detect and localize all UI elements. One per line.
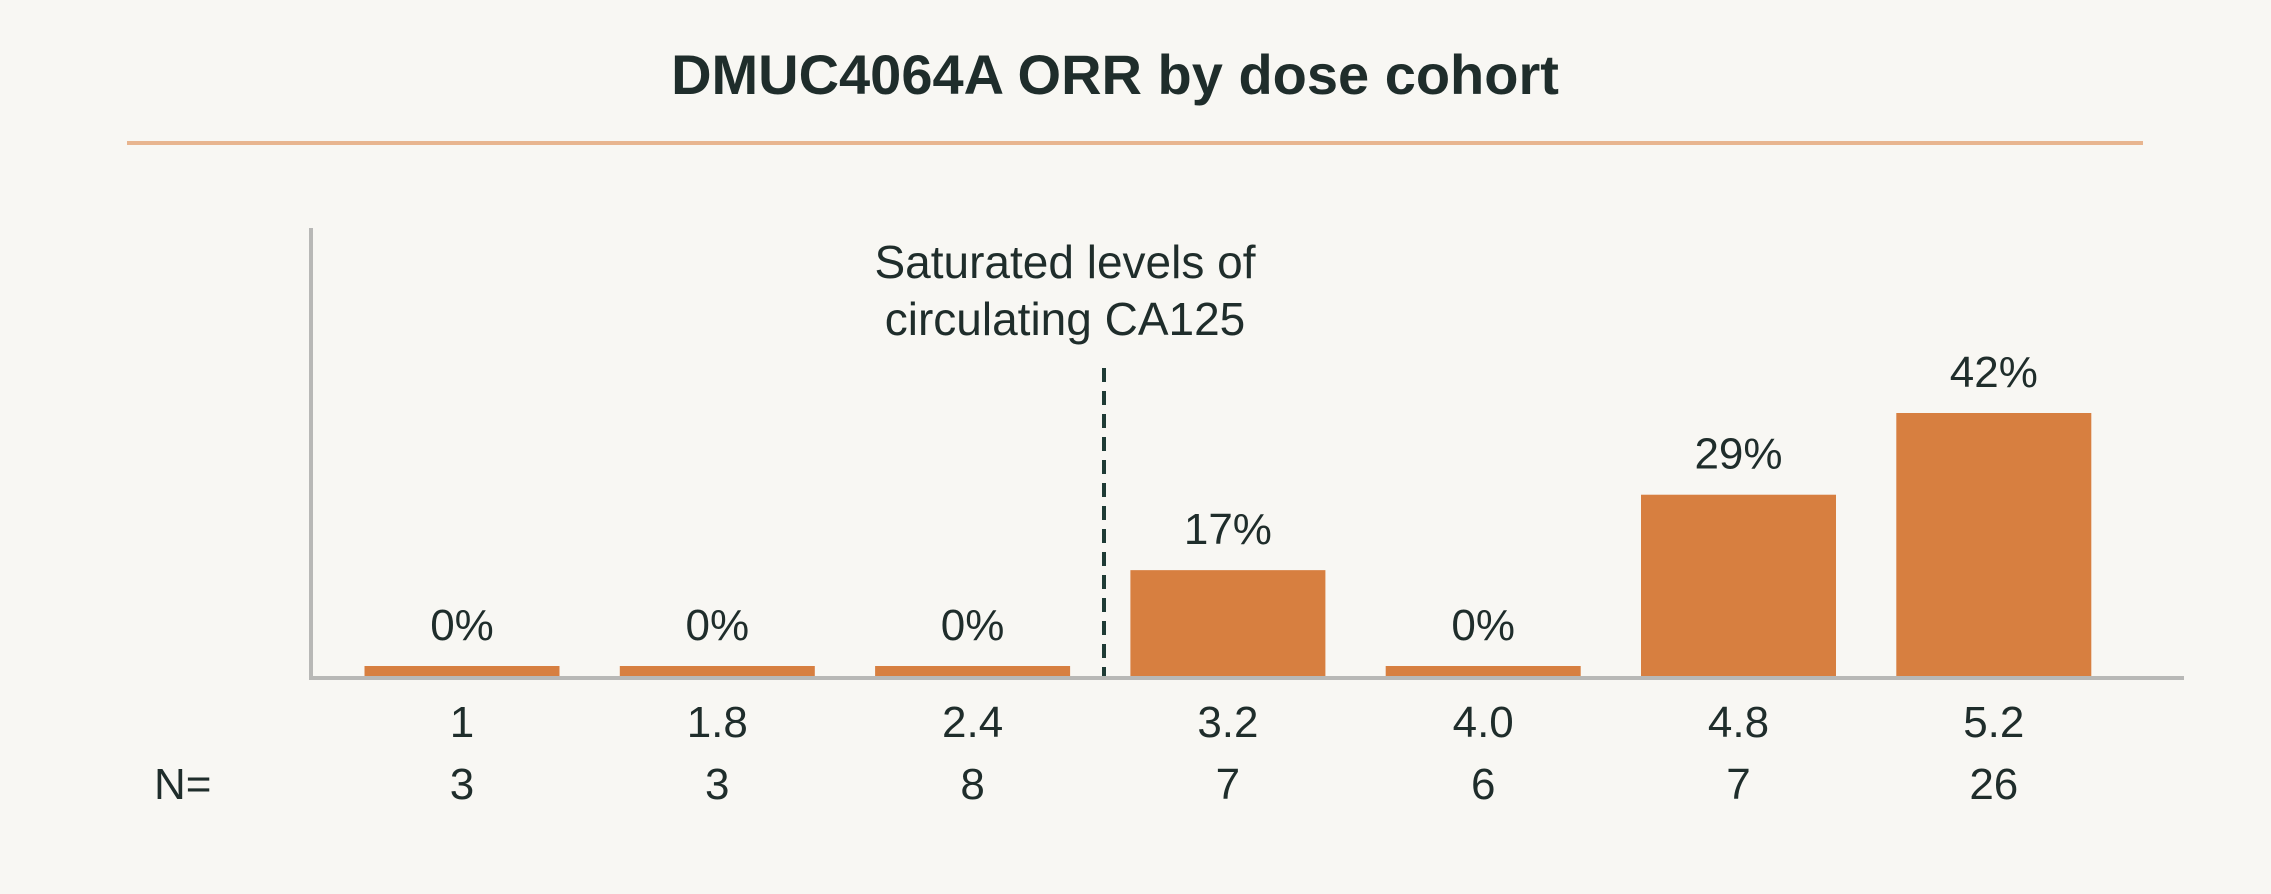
bars-group	[364, 413, 2092, 677]
value-label-dose-2.4: 0%	[941, 601, 1005, 650]
value-label-dose-3.2: 17%	[1184, 505, 1272, 554]
x-tick-label-dose-2.4: 2.4	[942, 698, 1003, 747]
n-value-dose-5.2: 26	[1969, 760, 2018, 809]
n-row-label: N=	[154, 760, 211, 809]
bar-dose-1	[364, 666, 560, 677]
n-value-dose-3.2: 7	[1216, 760, 1240, 809]
x-tick-label-dose-5.2: 5.2	[1963, 698, 2024, 747]
annotation-line-1: Saturated levels of	[874, 236, 1255, 288]
value-label-dose-4.8: 29%	[1694, 430, 1782, 479]
x-tick-labels-group: 1 1.8 2.4 3.2 4.0 4.8 5.2	[450, 698, 2025, 747]
bar-dose-2.4	[875, 666, 1071, 677]
value-label-dose-5.2: 42%	[1950, 348, 2038, 397]
value-label-dose-4.0: 0%	[1451, 601, 1515, 650]
x-tick-label-dose-4.0: 4.0	[1453, 698, 1514, 747]
value-label-dose-1: 0%	[430, 601, 494, 650]
bar-dose-5.2	[1896, 413, 2092, 677]
annotation-line-2: circulating CA125	[885, 293, 1246, 345]
x-tick-label-dose-4.8: 4.8	[1708, 698, 1769, 747]
n-value-dose-1: 3	[450, 760, 474, 809]
n-value-dose-4.8: 7	[1726, 760, 1750, 809]
n-value-dose-1.8: 3	[705, 760, 729, 809]
value-label-dose-1.8: 0%	[686, 601, 750, 650]
chart-title: DMUC4064A ORR by dose cohort	[671, 43, 1559, 106]
x-tick-label-dose-1: 1	[450, 698, 474, 747]
bar-dose-3.2	[1130, 570, 1326, 677]
value-labels-group: 0% 0% 0% 17% 0% 29% 42%	[430, 348, 2038, 650]
x-tick-label-dose-3.2: 3.2	[1197, 698, 1258, 747]
bar-dose-1.8	[619, 666, 815, 677]
n-value-dose-4.0: 6	[1471, 760, 1495, 809]
x-tick-label-dose-1.8: 1.8	[687, 698, 748, 747]
bar-dose-4.0	[1385, 666, 1581, 677]
bar-dose-4.8	[1641, 494, 1836, 677]
n-value-dose-2.4: 8	[960, 760, 984, 809]
n-values-group: 3 3 8 7 6 7 26	[450, 760, 2019, 809]
